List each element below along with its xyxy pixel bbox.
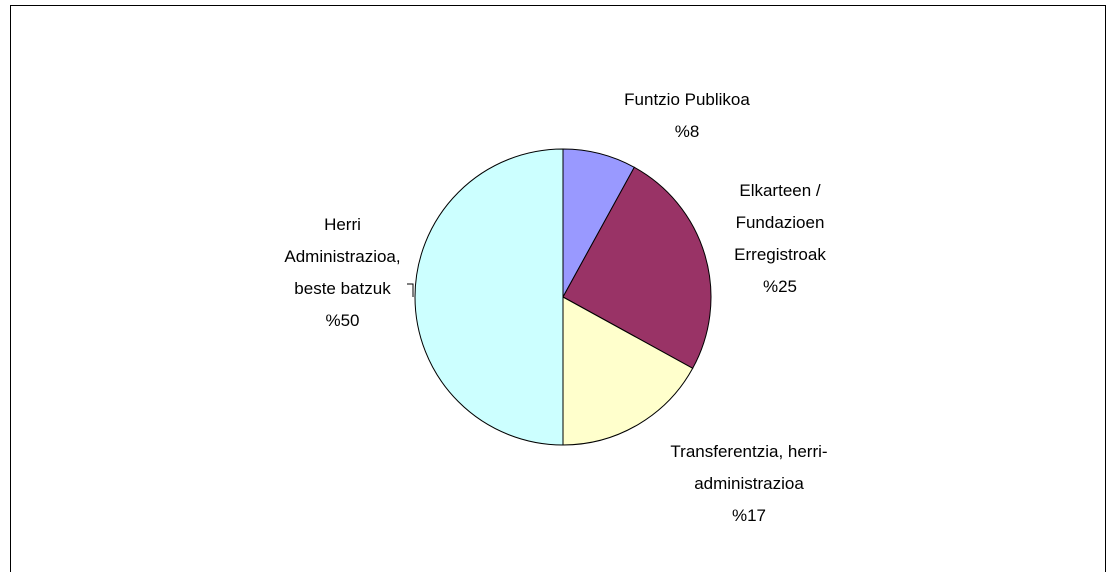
category-label: Herri Administrazioa, beste batzuk xyxy=(284,215,401,298)
value-label: %25 xyxy=(762,277,798,296)
slice-label: Funtzio Publikoa %8 xyxy=(587,84,787,148)
pie-slice xyxy=(562,296,694,446)
category-label: Transferentzia, herri-administrazioa xyxy=(670,442,828,493)
leader-line xyxy=(407,283,414,297)
chart-frame xyxy=(10,5,1106,572)
category-label: Elkarteen / Fundazioen Erregistroak xyxy=(734,181,826,264)
pie-slice xyxy=(562,166,712,369)
slice-label: Herri Administrazioa, beste batzuk %50 xyxy=(275,209,410,337)
value-label: %50 xyxy=(325,311,360,330)
slice-label: Elkarteen / Fundazioen Erregistroak %25 xyxy=(710,175,850,303)
slice-label: Transferentzia, herri-administrazioa %17 xyxy=(632,436,866,532)
value-label: %8 xyxy=(674,122,700,141)
pie-slice xyxy=(414,148,564,446)
value-label: %17 xyxy=(731,506,767,525)
category-label: Funtzio Publikoa xyxy=(624,90,750,109)
